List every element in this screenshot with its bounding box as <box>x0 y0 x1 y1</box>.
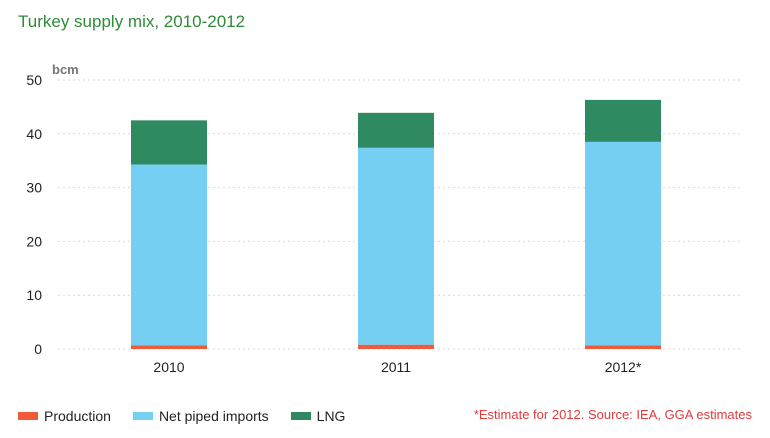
x-tick-label: 2012* <box>605 359 642 375</box>
bar-segment <box>585 99 661 142</box>
legend-swatch <box>132 412 153 420</box>
bar-segment <box>131 164 207 346</box>
chart-legend: Production Net piped imports LNG <box>18 406 367 426</box>
legend-item: LNG <box>290 408 346 424</box>
y-tick-label: 50 <box>26 72 42 88</box>
legend-label: Production <box>44 408 111 424</box>
bar-segment <box>585 141 661 346</box>
x-tick-label: 2010 <box>153 359 184 375</box>
legend-item: Net piped imports <box>132 408 269 424</box>
bar-segment <box>358 147 434 345</box>
y-tick-label: 20 <box>26 233 42 249</box>
bar-segment <box>358 112 434 148</box>
y-tick-label: 0 <box>34 341 42 357</box>
legend-swatch <box>18 412 38 420</box>
legend-item: Production <box>18 408 111 424</box>
legend-label: Net piped imports <box>158 408 269 424</box>
stacked-bar-chart: 0 10 20 30 40 50 bcm 2010 2011 2012* <box>26 62 740 375</box>
x-tick-label: 2011 <box>381 359 411 375</box>
bar-segment <box>358 344 434 349</box>
y-tick-label: 30 <box>26 180 42 196</box>
bar-segment <box>585 345 661 349</box>
y-axis-label: bcm <box>52 62 79 77</box>
legend-swatch <box>290 412 311 420</box>
bar-segment <box>131 345 207 349</box>
y-tick-label: 40 <box>26 126 42 142</box>
legend-label: LNG <box>316 408 346 424</box>
chart-title: Turkey supply mix, 2010-2012 <box>18 12 246 31</box>
y-tick-label: 10 <box>26 287 42 303</box>
source-note: *Estimate for 2012. Source: IEA, GGA est… <box>473 407 752 422</box>
bar-segment <box>131 120 207 165</box>
